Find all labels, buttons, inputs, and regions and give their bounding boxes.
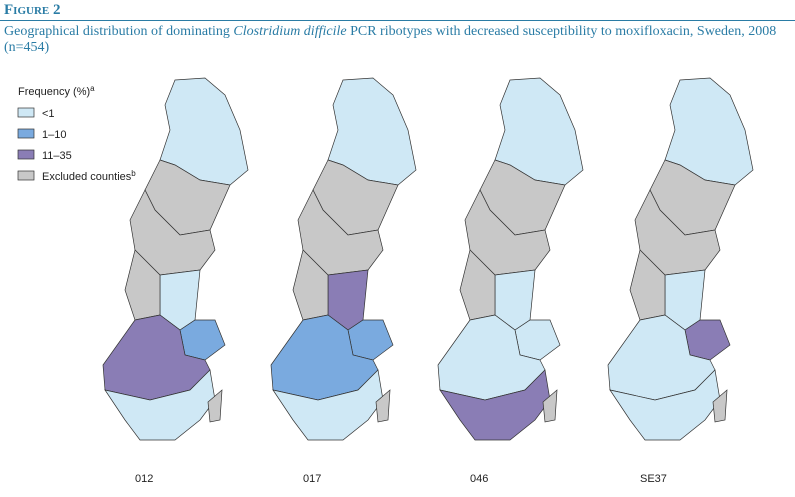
county bbox=[514, 319, 561, 361]
legend-label-text: 11–35 bbox=[42, 150, 72, 162]
county bbox=[375, 389, 391, 423]
map bbox=[102, 77, 249, 441]
county bbox=[464, 189, 551, 276]
map bbox=[270, 77, 417, 441]
county bbox=[542, 389, 558, 423]
county bbox=[439, 369, 551, 441]
title-italic: Clostridium difficile bbox=[233, 24, 347, 39]
map-label: 046 bbox=[470, 473, 488, 485]
county bbox=[609, 369, 721, 441]
county bbox=[684, 319, 731, 361]
map bbox=[437, 77, 584, 441]
legend-swatch bbox=[17, 170, 35, 181]
county bbox=[179, 319, 226, 361]
map bbox=[607, 77, 754, 441]
legend-label: <1 bbox=[42, 108, 55, 120]
county bbox=[297, 189, 384, 276]
legend-label-text: 1–10 bbox=[42, 129, 66, 141]
county bbox=[634, 189, 721, 276]
legend-title-text: Frequency (%) bbox=[18, 86, 90, 98]
county bbox=[129, 189, 216, 276]
legend-label: 1–10 bbox=[42, 129, 66, 141]
county bbox=[272, 369, 384, 441]
legend-swatch bbox=[17, 149, 35, 160]
legend-label: 11–35 bbox=[42, 150, 72, 162]
legend-note: a bbox=[90, 84, 95, 93]
figure-label: Figure 2 bbox=[4, 2, 61, 18]
county bbox=[104, 369, 216, 441]
legend-label-text: <1 bbox=[42, 108, 55, 120]
legend-label-text: Excluded counties bbox=[42, 171, 132, 183]
legend-label: Excluded countiesb bbox=[42, 169, 136, 183]
legend-note: b bbox=[131, 169, 136, 178]
map-label: 012 bbox=[135, 473, 153, 485]
county bbox=[347, 319, 394, 361]
map-label: SE37 bbox=[640, 473, 667, 485]
legend-title: Frequency (%)a bbox=[18, 84, 95, 98]
legend-swatch bbox=[17, 107, 35, 118]
rule bbox=[0, 20, 795, 21]
county bbox=[207, 389, 223, 423]
title-text: Geographical distribution of dominating bbox=[4, 24, 234, 39]
title-text: PCR ribotypes with decreased susceptibil… bbox=[4, 24, 777, 55]
legend-swatch bbox=[17, 128, 35, 139]
map-label: 017 bbox=[303, 473, 321, 485]
county bbox=[712, 389, 728, 423]
figure-title: Geographical distribution of dominating … bbox=[4, 24, 789, 56]
